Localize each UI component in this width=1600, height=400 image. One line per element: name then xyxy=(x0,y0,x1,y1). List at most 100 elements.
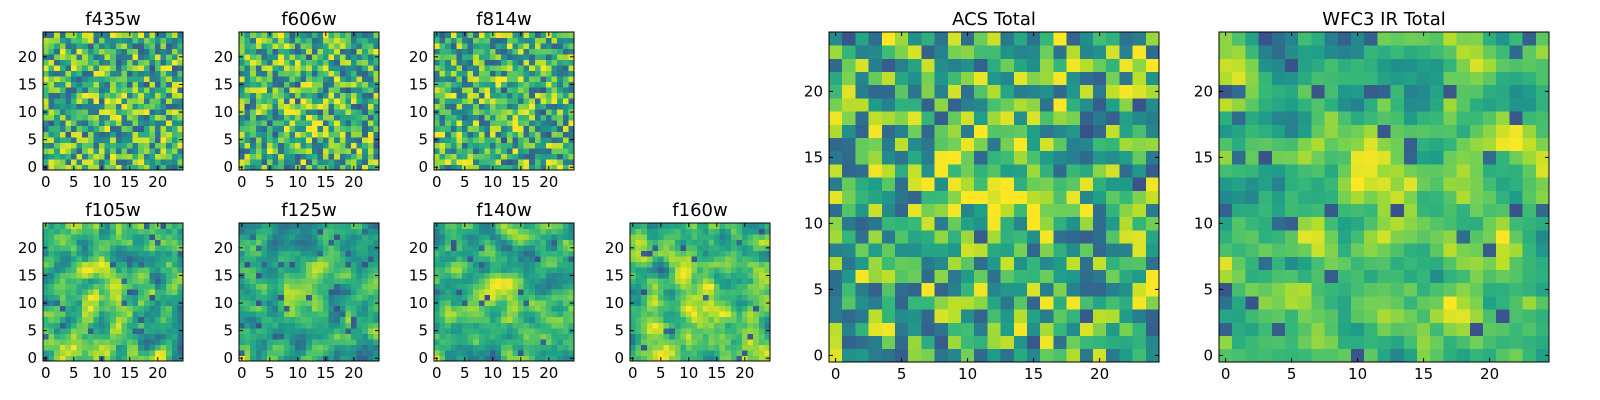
heatmap-cell xyxy=(48,316,55,323)
heatmap-cell xyxy=(306,158,313,165)
heatmap-cell xyxy=(523,81,530,88)
heatmap-cell xyxy=(434,256,440,263)
heatmap-cell xyxy=(283,272,290,279)
heatmap-cell xyxy=(104,92,111,99)
heatmap-cell xyxy=(478,278,485,285)
heatmap-cell xyxy=(445,349,452,356)
heatmap-cell xyxy=(540,37,547,44)
heatmap-cell xyxy=(300,92,307,99)
heatmap-cell xyxy=(462,338,468,345)
heatmap-cell xyxy=(155,305,161,312)
heatmap-cell xyxy=(551,153,558,160)
heatmap-cell xyxy=(149,256,156,263)
heatmap-cell xyxy=(362,327,369,334)
heatmap-cell xyxy=(540,300,547,307)
heatmap-cell xyxy=(59,333,66,340)
heatmap-cell xyxy=(311,316,318,323)
heatmap-cell xyxy=(149,76,156,83)
heatmap-cell xyxy=(87,355,94,362)
heatmap-cell xyxy=(534,305,541,312)
heatmap-cell xyxy=(65,223,72,229)
heatmap-cell xyxy=(272,153,279,160)
heatmap-cell xyxy=(534,114,541,121)
heatmap-cell xyxy=(663,322,670,329)
heatmap-cell xyxy=(467,131,474,138)
heatmap-cell xyxy=(138,158,145,165)
heatmap-cell xyxy=(484,120,491,127)
heatmap-cell xyxy=(490,76,496,83)
heatmap-cell xyxy=(373,223,380,229)
heatmap-cell xyxy=(921,309,935,323)
heatmap-cell xyxy=(110,37,117,44)
heatmap-cell xyxy=(334,153,341,160)
heatmap-cell xyxy=(121,300,128,307)
heatmap-cell xyxy=(529,131,536,138)
heatmap-cell xyxy=(702,294,709,301)
heatmap-cell xyxy=(255,76,262,83)
heatmap-cell xyxy=(323,153,329,160)
heatmap-cell xyxy=(456,239,463,246)
heatmap-cell xyxy=(686,338,692,345)
heatmap-cell xyxy=(523,283,530,290)
heatmap-cell xyxy=(155,103,161,110)
heatmap-cell xyxy=(267,76,273,83)
heatmap-cell xyxy=(730,349,737,356)
heatmap-cell xyxy=(462,294,468,301)
heatmap-cell xyxy=(244,147,251,154)
heatmap-cell xyxy=(742,261,748,268)
heatmap-cell xyxy=(166,294,173,301)
heatmap-cell xyxy=(557,98,564,105)
heatmap-cell xyxy=(272,114,279,121)
heatmap-cell xyxy=(529,355,536,362)
heatmap-cell xyxy=(155,234,161,240)
heatmap-cell xyxy=(87,338,94,345)
heatmap-cell xyxy=(99,114,105,121)
heatmap-cell xyxy=(334,239,341,246)
heatmap-cell xyxy=(166,322,173,329)
heatmap-cell xyxy=(534,322,541,329)
heatmap-cell xyxy=(99,87,105,94)
heatmap-cell xyxy=(300,125,307,132)
heatmap-cell xyxy=(456,267,463,274)
heatmap-cell xyxy=(1000,322,1015,336)
heatmap-cell xyxy=(473,349,480,356)
heatmap-cell xyxy=(289,305,296,312)
heatmap-cell xyxy=(362,239,369,246)
heatmap-cell xyxy=(501,349,508,356)
heatmap-cell xyxy=(48,54,55,60)
heatmap-cell xyxy=(484,355,491,362)
heatmap-cell xyxy=(758,228,765,235)
heatmap-cell xyxy=(445,327,452,334)
heatmap-cell xyxy=(439,322,446,329)
heatmap-cell xyxy=(121,164,128,171)
heatmap-cell xyxy=(641,311,648,318)
heatmap-cell xyxy=(143,92,150,99)
heatmap-cell xyxy=(317,327,324,334)
heatmap-cell xyxy=(255,43,262,49)
heatmap-cell xyxy=(345,228,352,235)
heatmap-cell xyxy=(99,98,105,105)
heatmap-cell xyxy=(127,267,133,274)
heatmap-cell xyxy=(110,98,117,105)
heatmap-cell xyxy=(961,322,975,336)
heatmap-cell xyxy=(921,150,935,165)
heatmap-cell xyxy=(104,311,111,318)
heatmap-cell xyxy=(895,282,909,297)
heatmap-cell xyxy=(708,245,715,251)
axes-frame xyxy=(238,31,380,171)
heatmap-cell xyxy=(255,70,262,77)
heatmap-cell xyxy=(160,344,167,351)
heatmap-cell xyxy=(339,344,346,351)
heatmap-cell xyxy=(934,190,949,204)
heatmap-cell xyxy=(160,355,167,362)
heatmap-cell xyxy=(719,278,726,285)
heatmap-cell xyxy=(244,43,251,49)
heatmap-cell xyxy=(149,311,156,318)
heatmap-cell xyxy=(43,147,49,154)
heatmap-cell xyxy=(456,333,463,340)
heatmap-cell xyxy=(534,153,541,160)
heatmap-cell xyxy=(669,294,676,301)
heatmap-cell xyxy=(568,294,575,301)
heatmap-cell xyxy=(110,228,117,235)
heatmap-cell xyxy=(1145,335,1160,350)
